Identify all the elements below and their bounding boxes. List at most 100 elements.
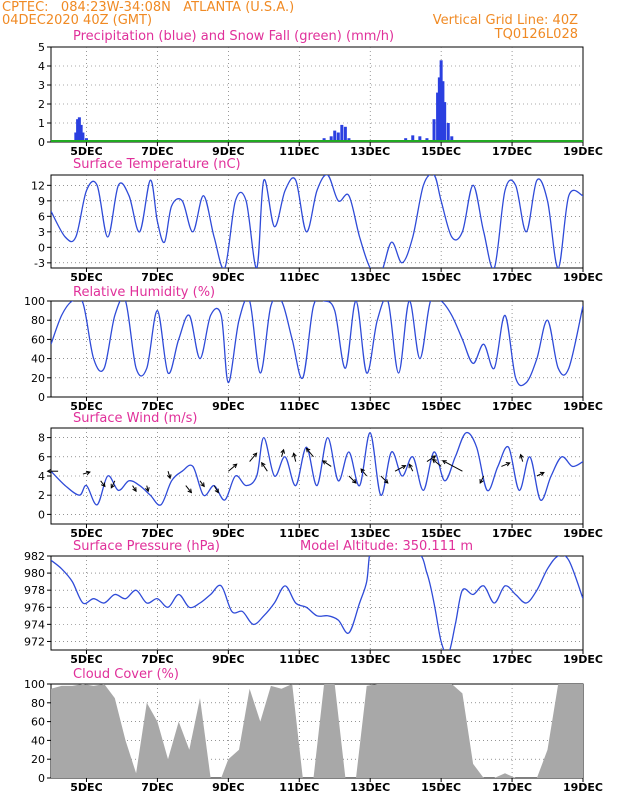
panel-frame-2 [50,300,584,398]
wind-arrow-head [252,452,258,458]
wind-arrow-head [479,478,484,484]
x-tick-label: 13DEC [350,527,390,540]
x-tick-label: 9DEC [212,271,244,284]
precip-bar [437,77,441,142]
wind-arrow [110,480,116,489]
y-tick-label: 2 [38,98,45,111]
y-tick-label: 980 [24,567,45,580]
y-tick-label: 20 [31,753,45,766]
panel-title-5: Cloud Cover (%) [73,667,179,682]
x-tick-label: 15DEC [421,527,461,540]
y-tick-label: 976 [24,601,45,614]
y-tick-label: 0 [38,772,45,785]
x-tick-label: 13DEC [350,271,390,284]
wind-arrow-head [441,460,447,465]
wind-arrow-head [200,482,205,488]
header-code: TQ0126L028 [494,27,578,42]
wind-arrow-head [110,483,115,489]
x-tick-label: 15DEC [421,653,461,666]
x-tick-label: 19DEC [563,145,603,158]
x-tick-label: 11DEC [279,400,319,413]
wind-arrow-head [232,463,238,469]
y-tick-label: 60 [31,716,45,729]
wind-arrow [82,471,91,475]
wind-arrow [213,485,219,493]
y-tick-label: 4 [38,470,45,483]
cloud-cover-area [51,684,583,778]
y-tick-label: 1 [38,117,45,130]
x-tick-label: 7DEC [141,400,173,413]
wind-arrow-head [383,479,389,484]
x-tick-label: 13DEC [350,145,390,158]
wind-arrow-head [305,447,311,453]
wind-arrow-head [431,458,437,464]
precip-bar [450,136,454,142]
y-tick-label: -3 [34,257,45,270]
x-tick-label: 19DEC [563,400,603,413]
y-tick-label: 0 [38,241,45,254]
x-tick-label: 17DEC [492,781,532,794]
y-tick-label: 100 [24,678,45,691]
x-tick-label: 5DEC [70,271,102,284]
wind-arrow-head [351,479,357,484]
wind-arrow [199,480,205,487]
precip-bar [79,124,83,142]
wind-arrow [501,462,511,467]
x-tick-label: 9DEC [212,527,244,540]
wind-arrow-head [85,470,91,476]
x-tick-label: 11DEC [279,145,319,158]
y-tick-label: 9 [38,195,45,208]
x-tick-label: 7DEC [141,145,173,158]
series-line-2 [51,301,583,387]
x-tick-label: 5DEC [70,145,102,158]
wind-arrow [360,468,368,477]
wind-arrow-head [292,452,297,458]
x-tick-label: 9DEC [212,400,244,413]
wind-arrow [536,472,545,477]
x-tick-label: 11DEC [279,271,319,284]
x-tick-label: 7DEC [141,653,173,666]
series-line-3 [51,431,583,506]
x-tick-label: 17DEC [492,145,532,158]
wind-arrow [228,463,238,472]
header-date: 04DEC2020 40Z (GMT) [2,13,153,28]
x-tick-label: 7DEC [141,781,173,794]
wind-arrow-head [145,487,150,493]
x-tick-label: 7DEC [141,271,173,284]
wind-arrow-head [100,482,106,488]
x-tick-label: 7DEC [141,527,173,540]
x-tick-label: 19DEC [563,527,603,540]
precip-bar [446,123,450,142]
y-tick-label: 0 [38,508,45,521]
precip-bar [432,119,436,142]
x-tick-label: 9DEC [212,145,244,158]
y-tick-label: 978 [24,584,45,597]
precip-bar [441,81,445,142]
x-tick-label: 9DEC [212,781,244,794]
y-tick-label: 6 [38,210,45,223]
x-tick-label: 17DEC [492,271,532,284]
y-tick-label: 982 [24,550,45,563]
x-tick-label: 17DEC [492,653,532,666]
x-tick-label: 13DEC [350,400,390,413]
header-location: CPTEC: 084:23W-34:08N ATLANTA (U.S.A.) [2,0,295,15]
wind-arrow-head [261,461,266,467]
wind-arrow [293,453,297,462]
wind-arrow [132,485,137,492]
x-tick-label: 13DEC [350,653,390,666]
x-tick-label: 19DEC [563,781,603,794]
wind-arrow-head [408,463,413,469]
wind-arrow [167,471,171,479]
wind-arrow-head [280,448,285,454]
wind-arrow-head [401,465,407,470]
y-tick-label: 974 [24,618,45,631]
precip-bar [418,136,422,142]
precip-bar [340,124,344,142]
precip-bar [77,117,81,142]
series-line-4 [51,556,583,650]
wind-arrow [432,459,442,467]
wind-arrow [520,454,524,462]
y-tick-label: 12 [31,179,45,192]
x-tick-label: 19DEC [563,653,603,666]
